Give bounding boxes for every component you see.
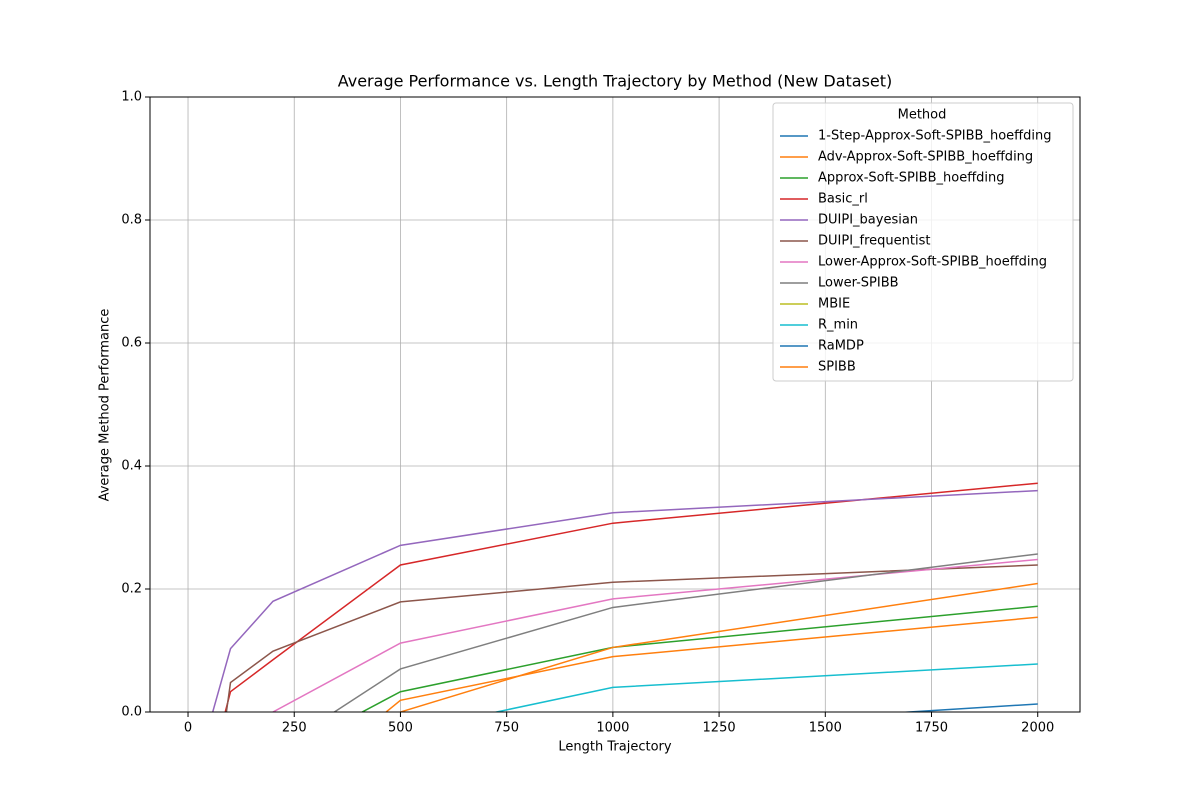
x-tick-label: 750: [494, 721, 519, 736]
y-tick-label: 0.8: [121, 213, 142, 228]
legend-title: Method: [898, 108, 947, 123]
y-tick-label: 0.2: [121, 582, 142, 597]
x-tick-label: 1250: [703, 721, 736, 736]
legend-label: MBIE: [818, 297, 850, 312]
legend-label: Lower-SPIBB: [818, 276, 899, 291]
legend-label: SPIBB: [818, 360, 856, 375]
series-line: [224, 482, 1038, 712]
legend-box: [772, 102, 1074, 382]
series-line: [399, 582, 1038, 712]
legend-label: RaMDP: [818, 339, 864, 354]
x-tick-label: 1500: [809, 721, 842, 736]
x-tick-label: 1000: [596, 721, 629, 736]
y-axis-label: Average Method Performance: [98, 309, 113, 502]
y-tick-label: 0.6: [121, 336, 142, 351]
legend-label: Approx-Soft-SPIBB_hoeffding: [818, 171, 1005, 186]
series-line: [492, 663, 1038, 712]
legend-label: R_min: [818, 318, 858, 333]
chart-title: Average Performance vs. Length Trajector…: [338, 72, 893, 91]
series-line: [384, 616, 1038, 712]
y-tick-label: 0.4: [121, 459, 142, 474]
x-tick-label: 1750: [915, 721, 948, 736]
plot-lines: [211, 482, 1038, 712]
series-line: [225, 564, 1038, 712]
legend: Method 1-Step-Approx-Soft-SPIBB_hoeffdin…: [772, 102, 1074, 382]
legend-label: Adv-Approx-Soft-SPIBB_hoeffding: [818, 150, 1033, 165]
x-tick-label: 500: [388, 721, 413, 736]
series-line: [211, 489, 1038, 712]
series-line: [271, 558, 1038, 712]
y-tick-label: 1.0: [121, 90, 142, 105]
legend-label: Lower-Approx-Soft-SPIBB_hoeffding: [818, 255, 1047, 270]
legend-label: Basic_rl: [818, 192, 868, 207]
x-tick-label: 2000: [1021, 721, 1054, 736]
plot-frame: [149, 96, 1081, 713]
y-tick-label: 0.0: [121, 705, 142, 720]
legend-label: DUIPI_bayesian: [818, 213, 918, 228]
series-line: [332, 553, 1038, 712]
x-axis-label: Length Trajectory: [558, 740, 671, 755]
legend-label: DUIPI_frequentist: [818, 234, 930, 249]
ticks: 0 250 500 750 1000 1250 1500 1750 2000 0.0 0.2 0.4 0…: [121, 90, 1054, 736]
x-tick-label: 250: [282, 721, 307, 736]
x-tick-label: 0: [184, 721, 192, 736]
legend-label: 1-Step-Approx-Soft-SPIBB_hoeffding: [818, 129, 1051, 144]
